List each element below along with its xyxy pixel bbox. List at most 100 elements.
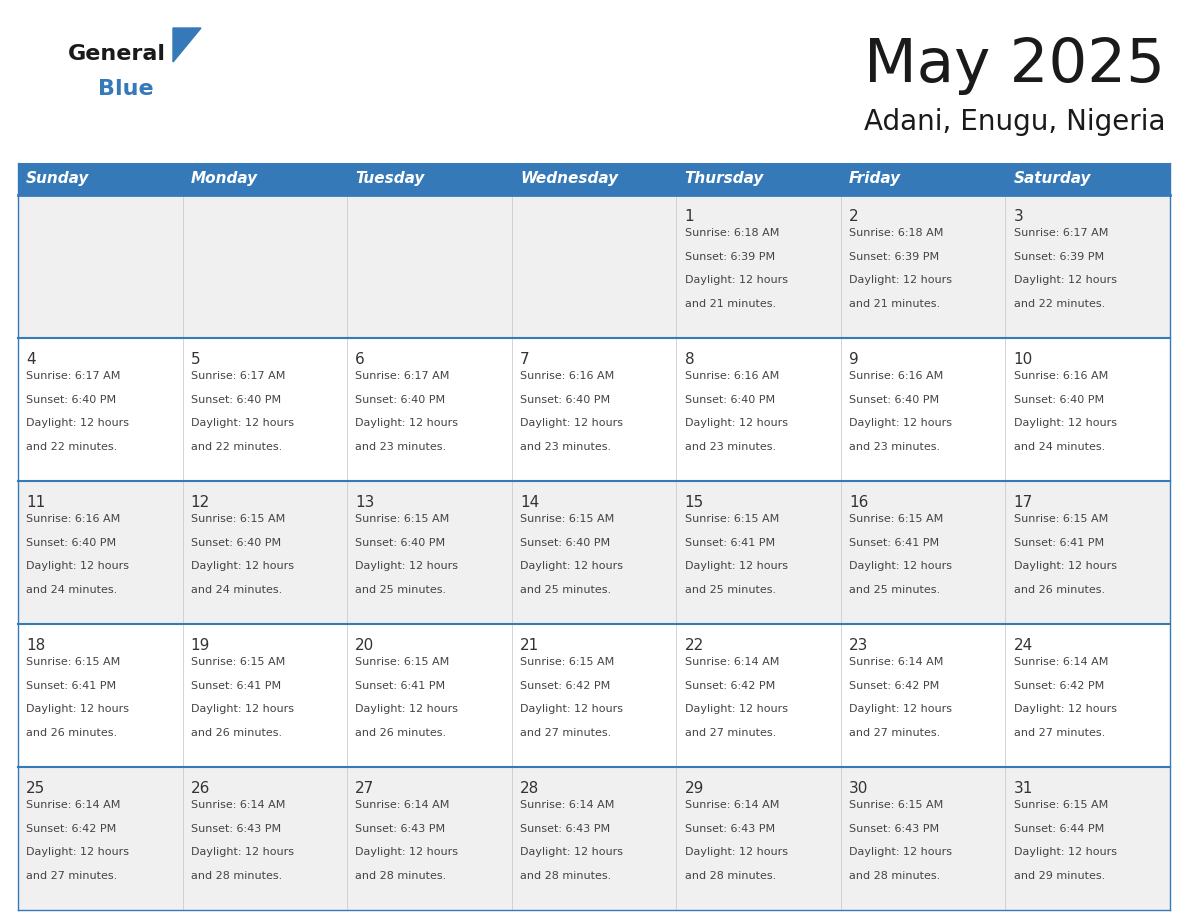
Text: Sunrise: 6:15 AM: Sunrise: 6:15 AM (1013, 514, 1108, 524)
Text: Sunrise: 6:15 AM: Sunrise: 6:15 AM (520, 514, 614, 524)
Text: Daylight: 12 hours: Daylight: 12 hours (849, 275, 952, 285)
Text: Sunset: 6:42 PM: Sunset: 6:42 PM (520, 680, 611, 690)
Text: Sunset: 6:39 PM: Sunset: 6:39 PM (849, 252, 940, 262)
Text: 15: 15 (684, 495, 703, 510)
Text: and 26 minutes.: and 26 minutes. (355, 728, 447, 738)
Text: Sunset: 6:40 PM: Sunset: 6:40 PM (26, 538, 116, 548)
Text: Daylight: 12 hours: Daylight: 12 hours (26, 847, 129, 857)
Text: Wednesday: Wednesday (520, 172, 618, 186)
Text: 3: 3 (1013, 209, 1023, 224)
Text: and 25 minutes.: and 25 minutes. (355, 585, 447, 595)
Text: and 27 minutes.: and 27 minutes. (26, 871, 118, 880)
Text: Daylight: 12 hours: Daylight: 12 hours (849, 847, 952, 857)
Text: and 27 minutes.: and 27 minutes. (1013, 728, 1105, 738)
Text: Sunset: 6:40 PM: Sunset: 6:40 PM (26, 395, 116, 405)
Text: Sunrise: 6:15 AM: Sunrise: 6:15 AM (684, 514, 779, 524)
Bar (347, 195, 512, 338)
Text: and 28 minutes.: and 28 minutes. (355, 871, 447, 880)
Text: Daylight: 12 hours: Daylight: 12 hours (26, 419, 129, 428)
Text: Sunrise: 6:14 AM: Sunrise: 6:14 AM (1013, 657, 1108, 667)
Bar (841, 163, 1005, 195)
Text: and 23 minutes.: and 23 minutes. (355, 442, 447, 452)
Text: Sunrise: 6:16 AM: Sunrise: 6:16 AM (1013, 371, 1108, 381)
Text: Thursday: Thursday (684, 172, 764, 186)
Bar (183, 767, 347, 910)
Text: and 21 minutes.: and 21 minutes. (684, 298, 776, 308)
Text: Daylight: 12 hours: Daylight: 12 hours (191, 561, 293, 571)
Text: Sunset: 6:41 PM: Sunset: 6:41 PM (355, 680, 446, 690)
Text: Sunrise: 6:17 AM: Sunrise: 6:17 AM (1013, 228, 1108, 238)
Text: and 22 minutes.: and 22 minutes. (26, 442, 118, 452)
Text: and 26 minutes.: and 26 minutes. (26, 728, 118, 738)
Bar (512, 338, 676, 481)
Text: 20: 20 (355, 638, 374, 653)
Bar (841, 195, 1005, 338)
Text: 22: 22 (684, 638, 703, 653)
Text: Sunset: 6:40 PM: Sunset: 6:40 PM (355, 538, 446, 548)
Text: 17: 17 (1013, 495, 1032, 510)
Text: Sunrise: 6:15 AM: Sunrise: 6:15 AM (191, 514, 285, 524)
Bar (512, 624, 676, 767)
Text: 12: 12 (191, 495, 210, 510)
Bar (183, 624, 347, 767)
Text: and 23 minutes.: and 23 minutes. (684, 442, 776, 452)
Text: Sunrise: 6:15 AM: Sunrise: 6:15 AM (191, 657, 285, 667)
Text: and 22 minutes.: and 22 minutes. (1013, 298, 1105, 308)
Text: Daylight: 12 hours: Daylight: 12 hours (191, 704, 293, 714)
Text: Daylight: 12 hours: Daylight: 12 hours (355, 419, 459, 428)
Text: Tuesday: Tuesday (355, 172, 425, 186)
Bar (347, 163, 512, 195)
Text: Sunrise: 6:15 AM: Sunrise: 6:15 AM (520, 657, 614, 667)
Text: and 28 minutes.: and 28 minutes. (684, 871, 776, 880)
Text: Sunrise: 6:14 AM: Sunrise: 6:14 AM (520, 800, 614, 810)
Text: 26: 26 (191, 781, 210, 796)
Text: Sunset: 6:42 PM: Sunset: 6:42 PM (1013, 680, 1104, 690)
Text: 10: 10 (1013, 352, 1032, 367)
Bar (512, 767, 676, 910)
Text: 28: 28 (520, 781, 539, 796)
Bar (183, 195, 347, 338)
Bar (676, 195, 841, 338)
Text: and 29 minutes.: and 29 minutes. (1013, 871, 1105, 880)
Text: and 24 minutes.: and 24 minutes. (1013, 442, 1105, 452)
Text: Daylight: 12 hours: Daylight: 12 hours (1013, 275, 1117, 285)
Text: Sunrise: 6:15 AM: Sunrise: 6:15 AM (26, 657, 120, 667)
Bar (347, 481, 512, 624)
Text: Sunrise: 6:15 AM: Sunrise: 6:15 AM (355, 657, 449, 667)
Bar (1005, 624, 1170, 767)
Text: 6: 6 (355, 352, 365, 367)
Bar (347, 624, 512, 767)
Text: and 23 minutes.: and 23 minutes. (849, 442, 940, 452)
Text: Sunrise: 6:17 AM: Sunrise: 6:17 AM (26, 371, 121, 381)
Text: Sunset: 6:40 PM: Sunset: 6:40 PM (1013, 395, 1104, 405)
Text: Sunrise: 6:14 AM: Sunrise: 6:14 AM (191, 800, 285, 810)
Text: and 28 minutes.: and 28 minutes. (520, 871, 611, 880)
Text: 25: 25 (26, 781, 45, 796)
Text: and 25 minutes.: and 25 minutes. (520, 585, 611, 595)
Text: 11: 11 (26, 495, 45, 510)
Bar (1005, 481, 1170, 624)
Text: and 28 minutes.: and 28 minutes. (191, 871, 282, 880)
Bar (676, 481, 841, 624)
Text: and 27 minutes.: and 27 minutes. (684, 728, 776, 738)
Text: and 27 minutes.: and 27 minutes. (520, 728, 611, 738)
Bar (183, 163, 347, 195)
Text: Sunrise: 6:14 AM: Sunrise: 6:14 AM (26, 800, 121, 810)
Text: Sunset: 6:43 PM: Sunset: 6:43 PM (191, 823, 280, 834)
Bar (183, 481, 347, 624)
Bar (18, 163, 183, 195)
Text: Sunset: 6:40 PM: Sunset: 6:40 PM (684, 395, 775, 405)
Text: 4: 4 (26, 352, 36, 367)
Bar (512, 163, 676, 195)
Bar (1005, 338, 1170, 481)
Text: 23: 23 (849, 638, 868, 653)
Text: 31: 31 (1013, 781, 1034, 796)
Text: Sunset: 6:42 PM: Sunset: 6:42 PM (849, 680, 940, 690)
Text: and 24 minutes.: and 24 minutes. (26, 585, 118, 595)
Text: 29: 29 (684, 781, 703, 796)
Text: Adani, Enugu, Nigeria: Adani, Enugu, Nigeria (864, 108, 1165, 136)
Text: Sunset: 6:42 PM: Sunset: 6:42 PM (684, 680, 775, 690)
Text: and 22 minutes.: and 22 minutes. (191, 442, 282, 452)
Text: Daylight: 12 hours: Daylight: 12 hours (1013, 561, 1117, 571)
Text: Sunrise: 6:15 AM: Sunrise: 6:15 AM (849, 514, 943, 524)
